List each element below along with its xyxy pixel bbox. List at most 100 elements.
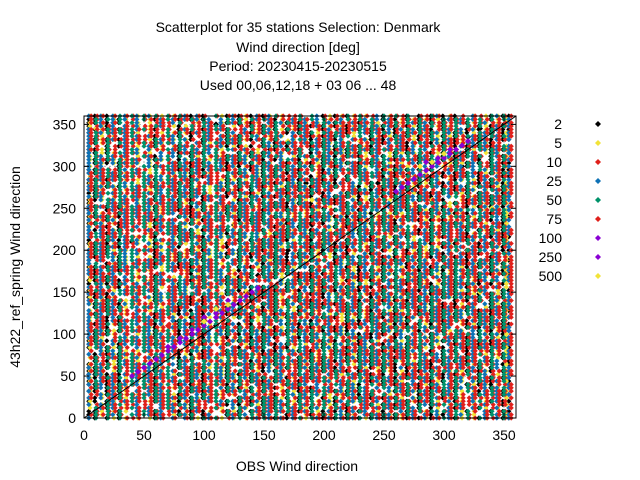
data-point bbox=[272, 348, 278, 354]
chart-title: Scatterplot for 35 stations Selection: D… bbox=[156, 19, 442, 93]
data-point bbox=[464, 348, 470, 354]
data-point bbox=[428, 412, 434, 418]
data-point bbox=[452, 301, 458, 307]
data-point bbox=[464, 297, 470, 304]
data-point bbox=[380, 173, 386, 179]
data-point bbox=[380, 314, 386, 320]
data-point bbox=[224, 401, 230, 408]
data-point bbox=[123, 297, 129, 304]
data-point bbox=[464, 257, 470, 263]
data-point bbox=[500, 130, 506, 136]
data-point bbox=[440, 250, 446, 257]
data-point bbox=[332, 153, 338, 159]
title-line-4: Used 00,06,12,18 + 03 06 ... 48 bbox=[200, 77, 397, 93]
data-point bbox=[284, 237, 290, 243]
data-point bbox=[344, 250, 350, 257]
data-point bbox=[116, 378, 122, 384]
data-point bbox=[392, 220, 398, 226]
data-point bbox=[260, 365, 266, 371]
data-point bbox=[272, 157, 278, 163]
data-point bbox=[248, 254, 254, 260]
data-point bbox=[123, 348, 129, 354]
data-point bbox=[392, 217, 398, 223]
data-point bbox=[416, 227, 422, 233]
data-point bbox=[500, 220, 506, 226]
data-point bbox=[308, 318, 314, 324]
data-point bbox=[500, 167, 506, 173]
data-point bbox=[320, 167, 326, 173]
data-point bbox=[284, 254, 290, 260]
data-point bbox=[506, 398, 512, 404]
data-point bbox=[404, 140, 410, 146]
data-point bbox=[260, 157, 266, 163]
data-point bbox=[392, 365, 398, 371]
data-point bbox=[380, 126, 386, 133]
data-point bbox=[308, 193, 314, 200]
data-point bbox=[308, 136, 314, 143]
data-point bbox=[488, 136, 494, 143]
data-point bbox=[332, 250, 338, 257]
data-point bbox=[308, 150, 314, 156]
data-point bbox=[380, 408, 386, 414]
data-point bbox=[488, 217, 494, 223]
data-point bbox=[332, 358, 338, 364]
data-point bbox=[476, 180, 482, 186]
data-point bbox=[176, 311, 182, 317]
data-point bbox=[356, 318, 362, 324]
data-point bbox=[500, 126, 506, 133]
data-point bbox=[440, 170, 446, 176]
data-point bbox=[428, 140, 434, 146]
data-point bbox=[464, 204, 470, 210]
data-point bbox=[236, 267, 242, 273]
data-point bbox=[123, 395, 129, 401]
title-line-1: Scatterplot for 35 stations Selection: D… bbox=[156, 19, 442, 35]
data-point bbox=[440, 371, 446, 377]
data-point bbox=[260, 348, 266, 354]
data-point bbox=[111, 361, 117, 367]
data-point bbox=[176, 355, 182, 361]
data-point bbox=[284, 257, 290, 263]
data-point bbox=[116, 301, 122, 307]
data-point bbox=[284, 204, 290, 210]
data-point bbox=[500, 331, 506, 337]
data-point bbox=[104, 371, 110, 377]
data-point bbox=[464, 130, 470, 136]
data-point bbox=[87, 405, 93, 411]
data-point bbox=[500, 247, 506, 253]
data-point bbox=[176, 308, 182, 314]
data-point bbox=[440, 412, 446, 418]
data-point bbox=[188, 308, 194, 314]
data-point bbox=[99, 146, 105, 153]
title-line-2: Wind direction [deg] bbox=[236, 39, 360, 55]
data-point bbox=[500, 361, 506, 367]
data-point bbox=[476, 281, 482, 287]
data-point bbox=[440, 267, 446, 273]
data-point bbox=[116, 277, 122, 284]
data-point bbox=[428, 254, 434, 260]
data-point bbox=[332, 338, 338, 344]
data-point bbox=[392, 361, 398, 367]
data-point bbox=[380, 136, 386, 143]
data-point bbox=[308, 173, 314, 179]
data-point bbox=[284, 250, 290, 257]
data-point bbox=[404, 368, 410, 374]
data-point bbox=[87, 294, 93, 300]
data-point bbox=[356, 183, 362, 190]
data-point bbox=[500, 204, 506, 210]
data-point bbox=[476, 157, 482, 163]
data-point bbox=[272, 341, 278, 347]
data-point bbox=[476, 240, 482, 247]
data-point bbox=[284, 130, 290, 136]
data-point bbox=[428, 405, 434, 411]
title-line-3: Period: 20230415-20230515 bbox=[209, 58, 387, 74]
data-point bbox=[296, 321, 302, 327]
data-point bbox=[404, 297, 410, 304]
data-point bbox=[332, 240, 338, 247]
data-point bbox=[440, 180, 446, 186]
data-point bbox=[104, 338, 110, 344]
data-point bbox=[296, 157, 302, 163]
data-point bbox=[464, 230, 470, 237]
data-point bbox=[440, 197, 446, 203]
data-point bbox=[380, 341, 386, 347]
